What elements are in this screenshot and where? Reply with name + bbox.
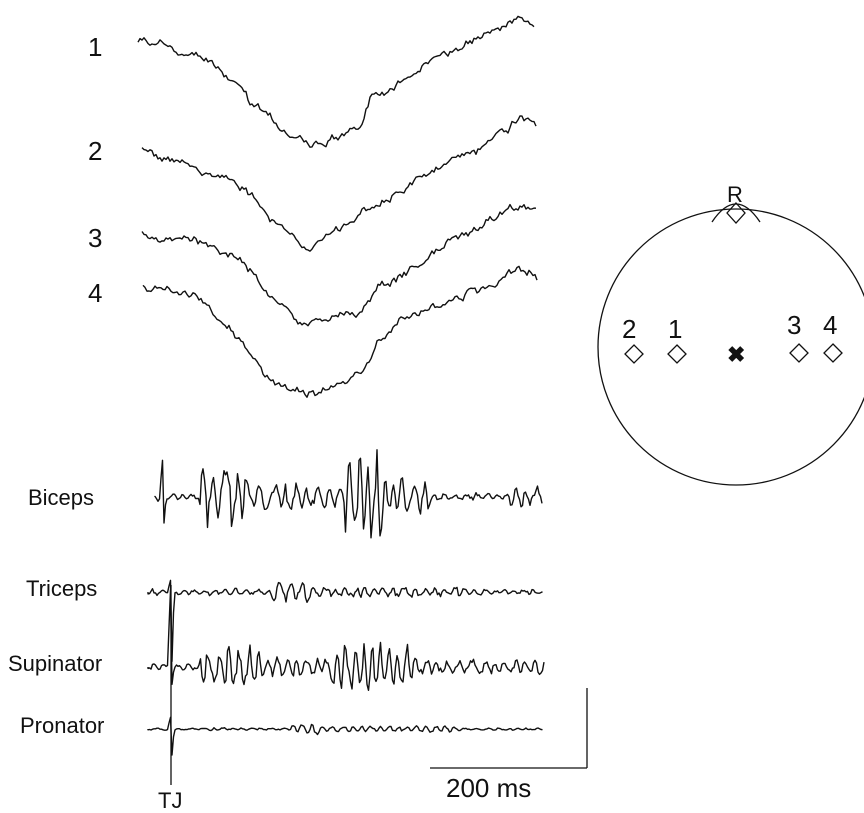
emg-trace-biceps: [154, 449, 543, 539]
electrode-label-r: R: [727, 182, 743, 207]
emg-trace-pronator: [147, 716, 543, 756]
emg-label-triceps: Triceps: [26, 576, 97, 601]
emg-label-biceps: Biceps: [28, 485, 94, 510]
potential-trace-3: [141, 203, 537, 327]
emg-label-supinator: Supinator: [8, 651, 102, 676]
emg-trace-supinator: [147, 589, 545, 691]
potential-trace-2: [141, 115, 537, 252]
electrode-marker-r: [726, 202, 746, 224]
trace-label-1: 1: [88, 32, 102, 62]
emg-label-pronator: Pronator: [20, 713, 104, 738]
head-outline: [597, 208, 864, 486]
electrode-label-1: 1: [668, 314, 682, 344]
electrode-label-2: 2: [622, 314, 636, 344]
head-nose: [711, 203, 761, 223]
scale-bar-label: 200 ms: [446, 773, 531, 803]
electrode-label-4: 4: [823, 310, 837, 340]
electrode-marker-1: [667, 344, 687, 364]
trace-label-4: 4: [88, 278, 102, 308]
center-marker: ✖: [727, 342, 745, 367]
electrode-marker-4: [823, 343, 843, 363]
scale-bar: 200 ms: [430, 688, 588, 803]
head-map: R 2 1 3 4 ✖: [597, 182, 864, 486]
electrode-label-3: 3: [787, 310, 801, 340]
potential-trace-1: [137, 15, 535, 148]
electrode-marker-3: [789, 343, 809, 363]
tj-label: TJ: [158, 788, 182, 813]
trace-label-3: 3: [88, 223, 102, 253]
potential-trace-4: [142, 265, 538, 398]
trace-label-2: 2: [88, 136, 102, 166]
emg-trace-triceps: [147, 579, 543, 662]
electrode-marker-2: [624, 344, 644, 364]
